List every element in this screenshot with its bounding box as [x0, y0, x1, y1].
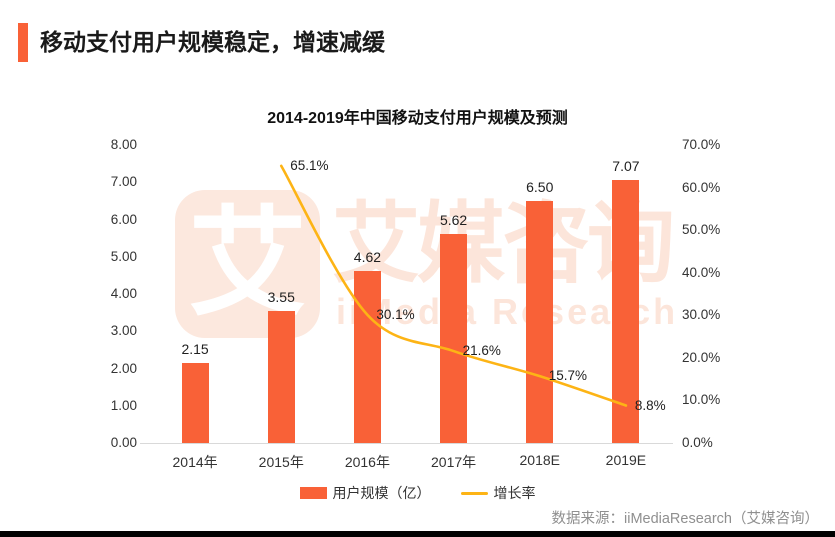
right-y-axis: 0.0% 10.0% 20.0% 30.0% 40.0% 50.0% 60.0% 70.0% [682, 137, 752, 450]
left-axis-tick: 6.00 [110, 211, 137, 227]
left-y-axis: 0.00 1.00 2.00 3.00 4.00 5.00 6.00 7.00 8.00 [0, 137, 137, 450]
x-tick-label: 2014年 [172, 454, 218, 470]
x-axis-line [140, 443, 673, 444]
x-axis-labels: 2014年 2015年 2016年 2017年 2018E 2019E [152, 452, 669, 472]
x-tick-label: 2018E [519, 452, 560, 468]
x-tick-label: 2019E [605, 452, 647, 468]
legend-item-bar: 用户规模（亿） [299, 483, 431, 503]
bar-2018E [526, 200, 554, 443]
right-axis-tick: 40.0% [682, 264, 721, 280]
left-axis-tick: 7.00 [110, 174, 137, 190]
bar-2014年 [181, 362, 209, 443]
bottom-black-bar [0, 531, 835, 537]
bar-series-label: 用户规模（亿） [332, 485, 431, 501]
bar-value-label: 2.15 [181, 340, 209, 357]
plot-area: 2.15 3.55 4.62 5.62 6.50 7.07 65.1% 30.1% 21.6% 1… [152, 145, 669, 443]
data-source-note: 数据来源：iiMediaResearch（艾媒咨询） [551, 511, 820, 527]
line-point-label: 8.8% [634, 397, 666, 413]
left-axis-tick: 5.00 [110, 248, 137, 264]
right-axis-tick: 10.0% [682, 392, 721, 408]
right-axis-tick: 20.0% [682, 349, 721, 365]
bar-2016年 [353, 270, 381, 443]
x-tick-label: 2016年 [344, 454, 390, 470]
chart-title: 2014-2019年中国移动支付用户规模及预测 [267, 110, 568, 127]
left-axis-tick: 4.00 [110, 286, 137, 301]
x-tick-label: 2017年 [431, 454, 477, 470]
bar-value-label: 6.50 [526, 178, 554, 195]
left-axis-tick: 8.00 [110, 137, 137, 152]
watermark-logo-glyph: 艾 [188, 198, 307, 330]
line-point-label: 21.6% [462, 343, 501, 359]
line-point-label: 30.1% [376, 306, 415, 322]
legend-item-line: 增长率 [460, 483, 536, 503]
right-axis-tick: 0.0% [682, 435, 713, 450]
legend: 用户规模（亿） 增长率 [0, 484, 835, 502]
left-axis-tick: 1.00 [110, 397, 137, 413]
line-series-swatch [460, 491, 488, 495]
bar-value-label: 7.07 [612, 157, 640, 174]
bar-series-swatch [299, 487, 327, 499]
line-series-label: 增长率 [493, 485, 536, 501]
right-axis-tick: 70.0% [682, 137, 721, 152]
bar-2017年 [440, 233, 468, 443]
bar-2015年 [267, 310, 295, 443]
left-axis-tick: 0.00 [110, 435, 137, 450]
right-axis-tick: 30.0% [682, 307, 721, 323]
bar-value-label: 5.62 [439, 211, 468, 228]
line-point-label: 65.1% [290, 157, 329, 173]
right-axis-tick: 60.0% [682, 179, 721, 195]
title-accent-bar [18, 23, 28, 62]
line-point-label: 15.7% [548, 368, 588, 384]
left-axis-tick: 2.00 [110, 360, 137, 376]
watermark-logo: 艾 [175, 190, 320, 338]
left-axis-tick: 3.00 [110, 323, 137, 339]
right-axis-tick: 50.0% [682, 222, 721, 238]
growth-rate-line [279, 164, 628, 407]
bar-value-label: 3.55 [267, 288, 295, 305]
x-tick-label: 2015年 [258, 454, 304, 470]
bar-value-label: 4.62 [353, 248, 382, 265]
page-title: 移动支付用户规模稳定，增速减缓 [40, 29, 385, 55]
bar-2019E [612, 179, 640, 443]
